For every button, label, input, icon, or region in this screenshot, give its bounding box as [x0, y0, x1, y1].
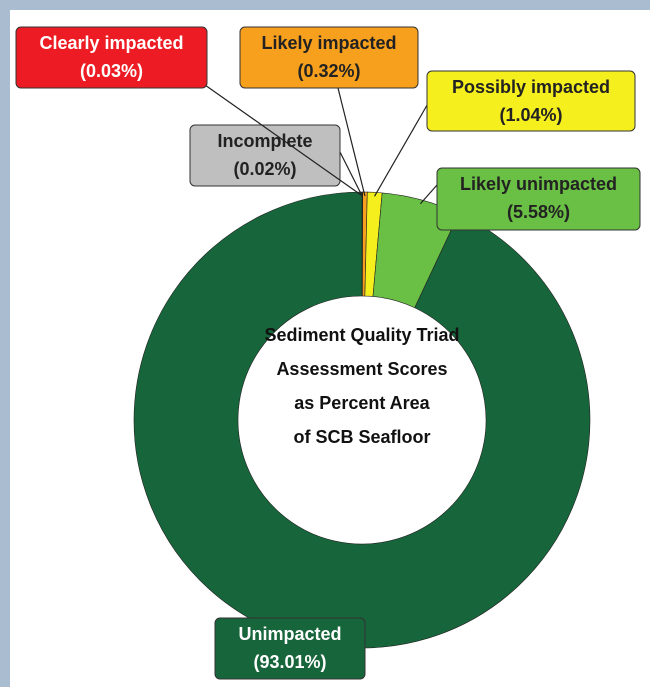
value-label: (0.32%) [297, 61, 360, 81]
value-label: (1.04%) [499, 105, 562, 125]
chart-title: of SCB Seafloor [293, 427, 430, 447]
category-label: Clearly impacted [39, 33, 183, 53]
label-box [15, 26, 208, 89]
value-label: (93.01%) [253, 652, 326, 672]
label-box [214, 617, 366, 680]
value-label: (0.03%) [80, 61, 143, 81]
category-label: Likely unimpacted [460, 174, 617, 194]
leader-line [337, 87, 366, 197]
leader-line [373, 99, 431, 197]
category-label: Likely impacted [261, 33, 396, 53]
chart-title: Sediment Quality Triad [264, 325, 459, 345]
label-box [189, 124, 341, 187]
label-box [436, 167, 641, 231]
label-box [239, 26, 419, 89]
chart-title: as Percent Area [294, 393, 430, 413]
category-label: Possibly impacted [452, 77, 610, 97]
leader-line [204, 84, 363, 197]
leader-line [419, 184, 438, 205]
category-label: Incomplete [217, 131, 312, 151]
chart-title: Assessment Scores [276, 359, 447, 379]
value-label: (0.02%) [233, 159, 296, 179]
leader-line [339, 151, 363, 197]
donut-slice [133, 191, 591, 649]
value-label: (5.58%) [507, 202, 570, 222]
label-box [426, 70, 636, 132]
category-label: Unimpacted [238, 624, 341, 644]
